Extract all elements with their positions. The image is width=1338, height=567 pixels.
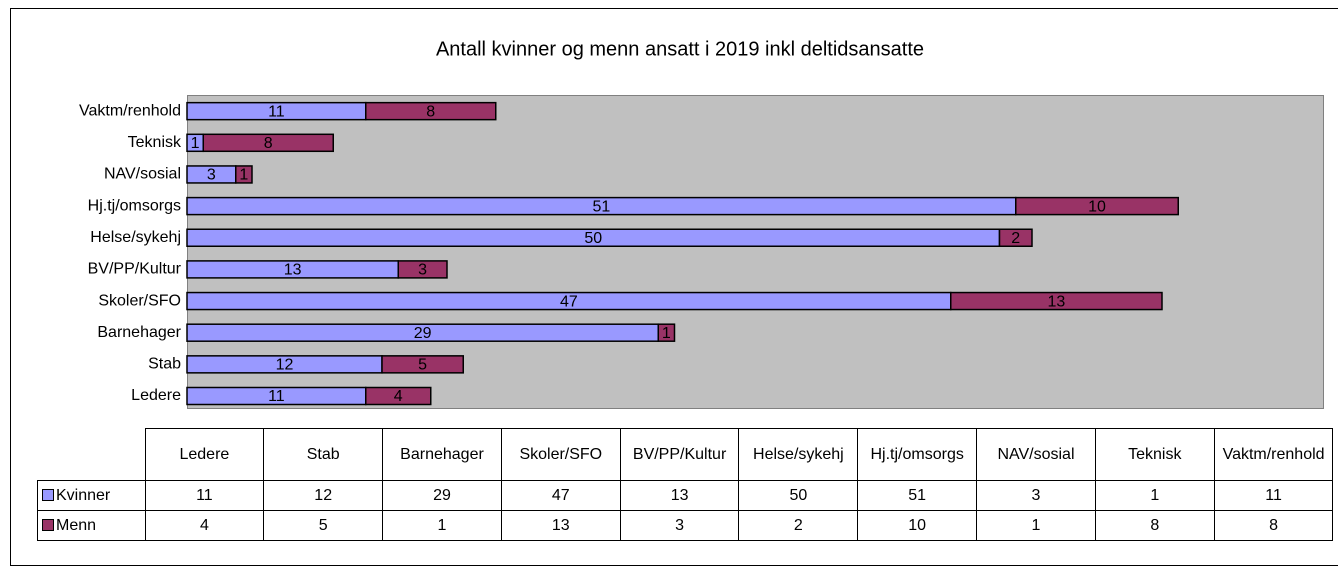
bar-label: 13 — [1047, 293, 1065, 310]
table-value: 51 — [857, 480, 978, 511]
column-header: Stab — [263, 428, 384, 481]
y-tick-label: NAV/sosial — [104, 166, 181, 183]
chart-title: Antall kvinner og menn ansatt i 2019 ink… — [436, 38, 924, 60]
bar-label: 29 — [414, 325, 432, 342]
column-header: Vaktm/renhold — [1213, 428, 1334, 481]
table-value: 2 — [738, 510, 859, 541]
y-tick-label: Skoler/SFO — [98, 292, 181, 309]
y-tick-label: Ledere — [131, 387, 181, 404]
bar-label: 51 — [592, 198, 610, 215]
bar — [235, 165, 253, 184]
bar — [950, 291, 1163, 311]
data-table: Ledere Stab Barnehager Skoler/SFO BV/PP/Kult… — [37, 428, 1334, 541]
y-tick-label: Vaktm/renhold — [79, 102, 181, 119]
bar-label: 5 — [418, 357, 427, 374]
column-header: Barnehager — [382, 428, 502, 481]
bar-label: 3 — [418, 262, 427, 279]
header-row: Ledere Stab Barnehager Skoler/SFO BV/PP/Kult… — [37, 428, 1334, 481]
legend-key — [42, 518, 54, 531]
bar — [1015, 196, 1179, 216]
series-row: Kvinner 11 12 29 47 13 50 51 3 1 11 — [37, 480, 1334, 511]
bar-label: 1 — [662, 325, 671, 342]
bar-label: 1 — [191, 135, 200, 152]
table-value: 1 — [382, 510, 502, 541]
bar-label: 11 — [268, 103, 285, 120]
table-value: 29 — [382, 480, 502, 511]
bar-label: 2 — [1011, 230, 1020, 247]
bar — [365, 101, 497, 121]
column-header: Hj.tj/omsorgs — [857, 428, 978, 481]
y-tick-label: Barnehager — [97, 324, 181, 341]
bar-label: 50 — [584, 230, 602, 247]
bar-label: 47 — [560, 293, 578, 310]
bar-label: 4 — [394, 388, 403, 405]
column-header: Teknisk — [1094, 428, 1215, 481]
column-header: Skoler/SFO — [500, 428, 621, 481]
table-value: 8 — [1094, 510, 1215, 541]
y-tick-label: Helse/sykehj — [90, 229, 181, 246]
legend-cell: Menn — [37, 510, 146, 541]
table-value: 3 — [619, 510, 740, 541]
bar-label: 10 — [1088, 198, 1106, 215]
table-value: 13 — [500, 510, 621, 541]
bar-label: 11 — [268, 388, 285, 405]
table-value: 5 — [263, 510, 384, 541]
bar — [998, 228, 1033, 247]
bar — [365, 386, 432, 406]
bar — [397, 260, 448, 279]
table-value: 1 — [1094, 480, 1215, 511]
y-tick-label: Stab — [148, 356, 181, 373]
table-value: 11 — [1213, 480, 1334, 511]
table-value: 8 — [1213, 510, 1334, 541]
column-header: Helse/sykehj — [738, 428, 859, 481]
corner-cell — [37, 428, 146, 481]
table-value: 11 — [144, 480, 265, 511]
legend-label: Kvinner — [56, 486, 111, 504]
y-tick-label: Teknisk — [128, 134, 182, 151]
bar — [657, 323, 676, 342]
bar-label: 3 — [207, 167, 216, 184]
legend-label: Menn — [56, 516, 97, 534]
table-value: 13 — [619, 480, 740, 511]
legend-cell: Kvinner — [37, 480, 146, 511]
table-value: 4 — [144, 510, 265, 541]
bar — [202, 133, 334, 153]
table-value: 50 — [738, 480, 859, 511]
table-value: 10 — [857, 510, 978, 541]
table-value: 3 — [976, 480, 1096, 511]
column-header: BV/PP/Kultur — [619, 428, 740, 481]
series-row: Menn 4 5 1 13 3 2 10 1 8 8 — [37, 510, 1334, 541]
column-header: Ledere — [144, 428, 265, 481]
bar-label: 13 — [284, 262, 302, 279]
column-header: NAV/sosial — [976, 428, 1096, 481]
bar-label: 8 — [264, 135, 273, 152]
bar — [381, 355, 464, 374]
y-tick-label: BV/PP/Kultur — [88, 261, 182, 278]
bar-label: 12 — [276, 357, 294, 374]
table-value: 12 — [263, 480, 384, 511]
y-tick-label: Hj.tj/omsorgs — [88, 197, 181, 214]
bar-label: 8 — [426, 103, 435, 120]
legend-key — [42, 488, 54, 501]
bar-label: 1 — [239, 167, 248, 184]
table-value: 1 — [976, 510, 1096, 541]
table-value: 47 — [500, 480, 621, 511]
